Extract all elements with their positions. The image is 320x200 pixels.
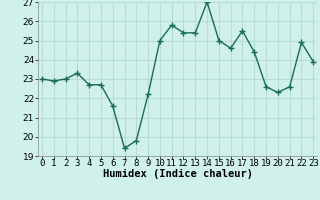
X-axis label: Humidex (Indice chaleur): Humidex (Indice chaleur)	[103, 169, 252, 179]
